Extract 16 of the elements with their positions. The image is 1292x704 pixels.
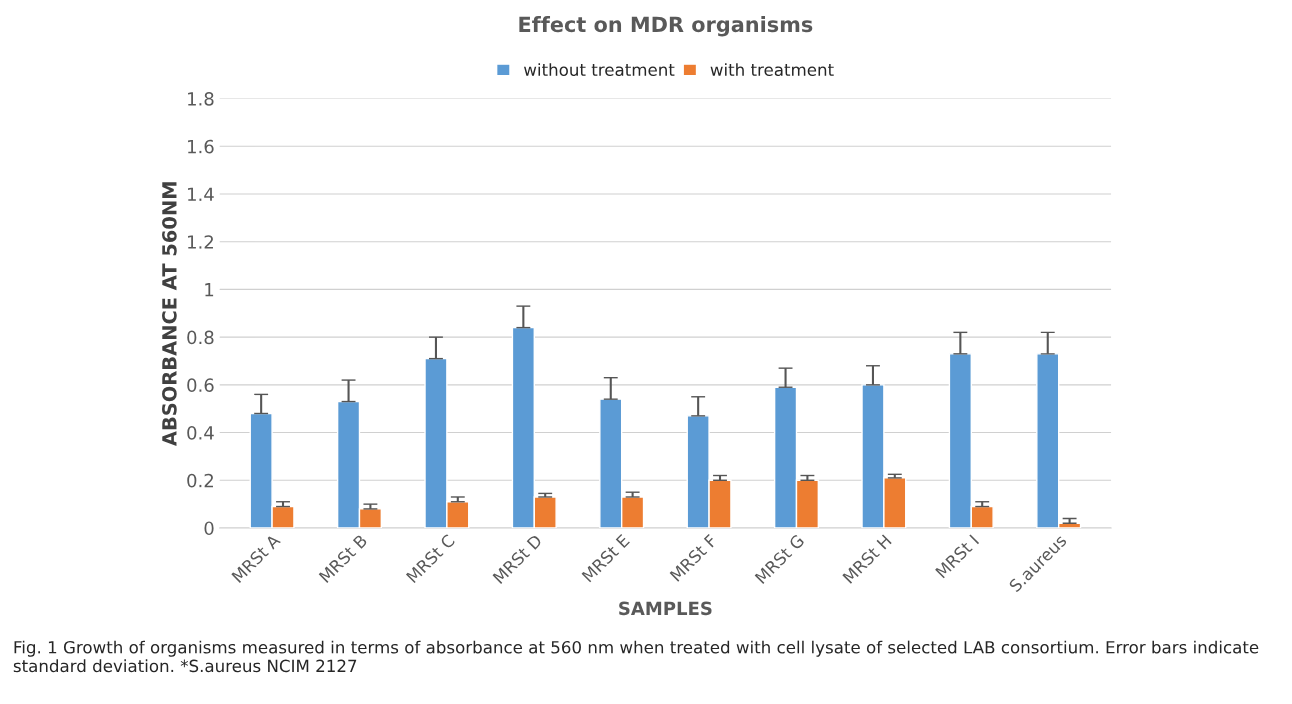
y-tick-label: 0.8 bbox=[187, 330, 214, 345]
caption: Fig. 1 Growth of organisms measured in terms of absorbance at 560 nm when treated with cell lysate of selected LAB consortium. Error bars indicate standard deviation. *S.aureus NCIM 2127 bbox=[13, 640, 1259, 673]
legend-label: without treatment bbox=[524, 63, 675, 77]
y-tick-label: 0 bbox=[204, 521, 214, 536]
legend-label: with treatment bbox=[710, 63, 834, 77]
y-axis-title: ABSORBANCE AT 560NM bbox=[162, 182, 177, 446]
y-tick-label: 0.2 bbox=[187, 473, 213, 488]
y-tick-label: 1.6 bbox=[188, 139, 214, 154]
y-tick-label: 1.8 bbox=[188, 92, 214, 106]
y-tick-label: 0.4 bbox=[187, 426, 214, 440]
chart-title: Effect on MDR organisms bbox=[519, 16, 813, 37]
x-axis-title: SAMPLES bbox=[619, 601, 712, 616]
y-tick-label: 1.2 bbox=[188, 235, 213, 249]
y-tick-label: 1.4 bbox=[188, 187, 214, 201]
y-tick-label: 1 bbox=[205, 283, 214, 297]
y-tick-label: 0.6 bbox=[187, 378, 214, 392]
